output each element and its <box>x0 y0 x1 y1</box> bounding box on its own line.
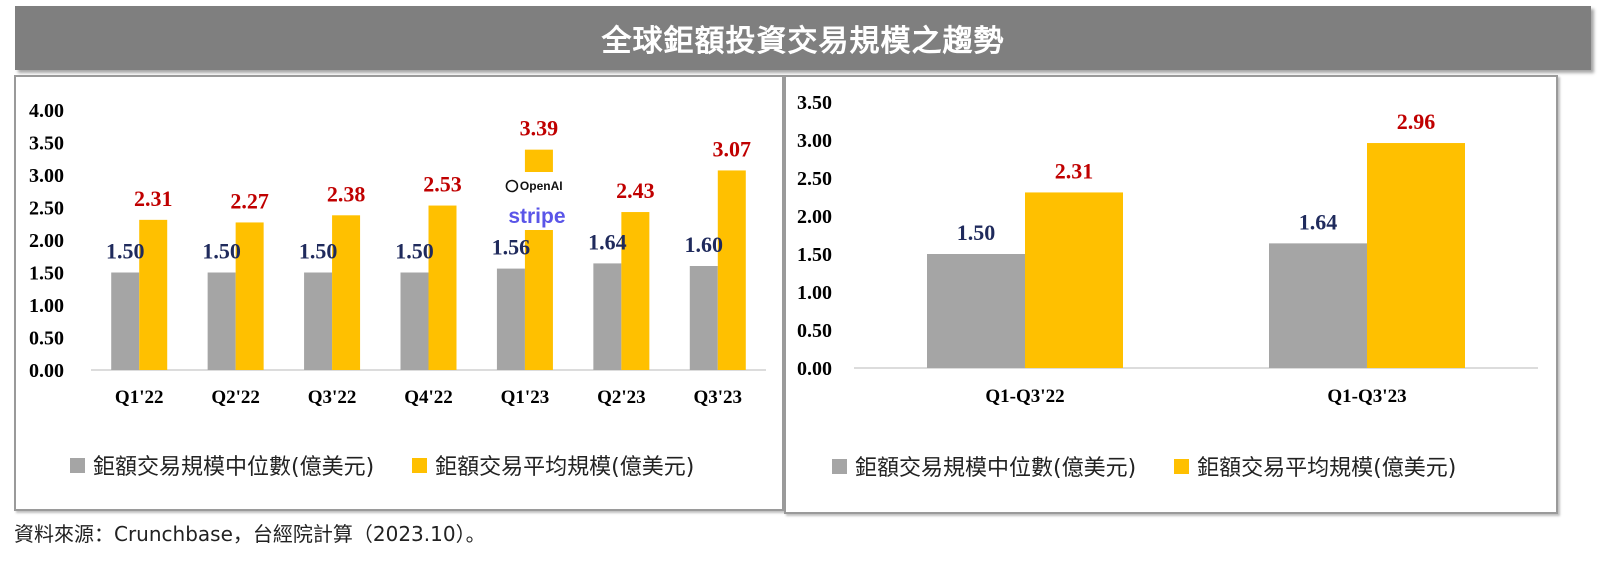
chart-title-banner: 全球鉅額投資交易規模之趨勢 <box>15 6 1591 70</box>
q-x-tick-1: Q2'22 <box>211 387 260 408</box>
q-y-tick-2: 1.00 <box>29 295 64 317</box>
q-y-tick-0: 0.00 <box>29 360 64 382</box>
q-y-tick-6: 3.00 <box>29 165 64 187</box>
cumulative-chart-panel: 0.00 0.50 1.00 1.50 2.00 2.50 3.00 3.50 Q1-Q3'22… <box>784 75 1558 514</box>
c-y-tick-1: 0.50 <box>797 320 832 342</box>
q-bar-median-1 <box>207 272 236 370</box>
legend-label-average: 鉅額交易平均規模(億美元) <box>435 455 695 480</box>
c-x-tick-0: Q1-Q3'22 <box>985 386 1064 407</box>
legend-swatch-average-right <box>1174 458 1190 474</box>
legend-swatch-average <box>412 457 428 473</box>
q-y-tick-3: 1.50 <box>29 263 64 285</box>
quarterly-chart-legend: 鉅額交易規模中位數(億美元) 鉅額交易平均規模(億美元) <box>70 449 732 481</box>
legend-label-average-right: 鉅額交易平均規模(億美元) <box>1197 456 1457 481</box>
q-label-average-5: 2.43 <box>616 178 655 203</box>
q-x-tick-3: Q4'22 <box>404 387 453 408</box>
q-x-tick-0: Q1'22 <box>115 387 164 408</box>
chart-title: 全球鉅額投資交易規模之趨勢 <box>601 24 1005 59</box>
stripe-logo: stripe <box>508 205 565 228</box>
q-bar-median-2 <box>304 272 333 370</box>
c-y-tick-4: 2.00 <box>797 206 832 228</box>
q-label-median-1: 1.50 <box>202 239 241 264</box>
legend-label-median: 鉅額交易規模中位數(億美元) <box>93 455 375 480</box>
c-label-average-1: 2.96 <box>1397 109 1436 134</box>
c-label-average-0: 2.31 <box>1055 158 1094 183</box>
openai-logo-icon <box>505 179 519 193</box>
q-bar-average-2 <box>332 215 361 370</box>
q-bar-average-1 <box>235 222 264 370</box>
c-y-tick-6: 3.00 <box>797 130 832 152</box>
q-bar-average-5 <box>621 212 650 370</box>
legend-swatch-median <box>70 457 85 473</box>
q-bar-median-0 <box>111 272 140 370</box>
c-bar-average-1 <box>1367 143 1465 368</box>
q-x-tick-5: Q2'23 <box>597 387 646 408</box>
q-label-average-2: 2.38 <box>327 181 366 206</box>
q-x-tick-6: Q3'23 <box>694 387 743 408</box>
legend-swatch-median-right <box>832 458 847 474</box>
q-y-tick-4: 2.00 <box>29 230 64 252</box>
c-y-tick-3: 1.50 <box>797 244 832 266</box>
q-label-median-4: 1.56 <box>492 235 531 260</box>
q-label-median-6: 1.60 <box>685 232 724 257</box>
q-label-average-6: 3.07 <box>713 136 752 161</box>
q-bar-median-4 <box>496 268 525 370</box>
q-bar-median-5 <box>593 263 622 370</box>
q-x-tick-2: Q3'22 <box>308 387 357 408</box>
c-x-tick-1: Q1-Q3'23 <box>1327 386 1406 407</box>
q-label-average-3: 2.53 <box>423 172 462 197</box>
q-bar-average-3 <box>428 205 457 370</box>
q-y-tick-8: 4.00 <box>29 100 64 122</box>
q-label-average-4: 3.39 <box>520 116 559 141</box>
legend-item-average: 鉅額交易平均規模(億美元) <box>412 449 694 481</box>
openai-logo: OpenAI <box>505 179 563 193</box>
q-x-tick-4: Q1'23 <box>501 387 550 408</box>
q-label-average-0: 2.31 <box>134 186 173 211</box>
c-y-tick-0: 0.00 <box>797 358 832 380</box>
source-note: 資料來源：Crunchbase，台經院計算（2023.10）。 <box>14 522 486 546</box>
c-y-tick-5: 2.50 <box>797 168 832 190</box>
q-label-average-1: 2.27 <box>230 188 269 213</box>
c-bar-median-0 <box>927 254 1025 368</box>
c-label-median-0: 1.50 <box>957 220 996 245</box>
c-y-tick-7: 3.50 <box>797 92 832 114</box>
c-label-median-1: 1.64 <box>1299 209 1338 234</box>
q-bar-average-0 <box>139 219 168 370</box>
legend-item-average-right: 鉅額交易平均規模(億美元) <box>1174 450 1456 482</box>
legend-item-median-right: 鉅額交易規模中位數(億美元) <box>832 450 1136 482</box>
q-label-median-5: 1.64 <box>588 229 627 254</box>
openai-logo-text: OpenAI <box>520 179 563 193</box>
cumulative-chart-legend: 鉅額交易規模中位數(億美元) 鉅額交易平均規模(億美元) <box>832 450 1494 482</box>
q-y-tick-7: 3.50 <box>29 133 64 155</box>
c-y-tick-2: 1.00 <box>797 282 832 304</box>
legend-item-median: 鉅額交易規模中位數(億美元) <box>70 449 374 481</box>
c-bar-median-1 <box>1269 243 1367 368</box>
c-bar-average-0 <box>1025 192 1123 368</box>
q-label-median-2: 1.50 <box>299 239 338 264</box>
q-bar-median-6 <box>689 266 718 370</box>
cumulative-chart: 0.00 0.50 1.00 1.50 2.00 2.50 3.00 3.50 Q1-Q3'22… <box>797 92 1538 407</box>
q-y-tick-1: 0.50 <box>29 328 64 350</box>
q-y-tick-5: 2.50 <box>29 198 64 220</box>
q-label-median-0: 1.50 <box>106 239 145 264</box>
quarterly-chart: 0.00 0.50 1.00 1.50 2.00 2.50 3.00 3.50 4.00 Q1'2… <box>29 100 766 408</box>
q-label-median-3: 1.50 <box>395 239 434 264</box>
q-bar-median-3 <box>400 272 429 370</box>
q-bar-average-6 <box>717 170 746 370</box>
legend-label-median-right: 鉅額交易規模中位數(億美元) <box>855 456 1137 481</box>
quarterly-chart-panel: 0.00 0.50 1.00 1.50 2.00 2.50 3.00 3.50 4.00 Q1'2… <box>14 75 784 511</box>
